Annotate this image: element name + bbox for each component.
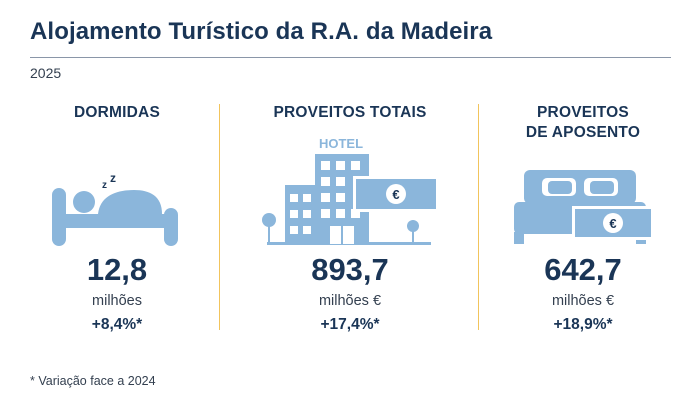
metric-heading: PROVEITOS DE APOSENTO [488,103,678,143]
metric-value: 893,7 [311,252,389,287]
footnote: * Variação face a 2024 [30,374,156,388]
year-label: 2025 [30,65,62,81]
metric-proveitos-aposento: PROVEITOS DE APOSENTO € 642,7 milhões € … [488,100,678,350]
metric-change: +17,4%* [320,316,380,333]
metric-heading: DORMIDAS [74,104,160,121]
metric-unit: milhões € [551,293,615,309]
metric-unit: milhões [92,293,142,309]
metric-proveitos-totais: PROVEITOS TOTAIS HOTEL € 893,7 milh [255,100,445,350]
svg-text:z: z [110,171,116,185]
metric-heading-line: DE APOSENTO [525,124,641,141]
metric-value: 642,7 [544,252,622,287]
column-divider [219,104,220,330]
title-divider [30,57,671,58]
bed-with-money-icon: € [514,170,654,244]
metric-heading-line: PROVEITOS [537,104,629,121]
metric-heading: PROVEITOS TOTAIS [273,104,427,121]
column-divider [478,104,479,330]
metric-unit: milhões € [318,293,382,309]
svg-text:€: € [392,187,399,202]
metric-change: +18,9%* [553,316,613,333]
metric-dormidas: DORMIDAS z z 12,8 milhões +8,4%* [22,100,212,350]
sleeping-person-icon: z z [52,171,178,246]
metric-value: 12,8 [86,252,148,287]
hotel-sign-text: HOTEL [319,136,363,151]
page-title: Alojamento Turístico da R.A. da Madeira [30,18,493,45]
hotel-building-icon: HOTEL € [262,136,439,245]
metric-change: +8,4%* [91,316,143,333]
svg-text:z: z [102,180,107,191]
svg-text:€: € [609,216,616,231]
